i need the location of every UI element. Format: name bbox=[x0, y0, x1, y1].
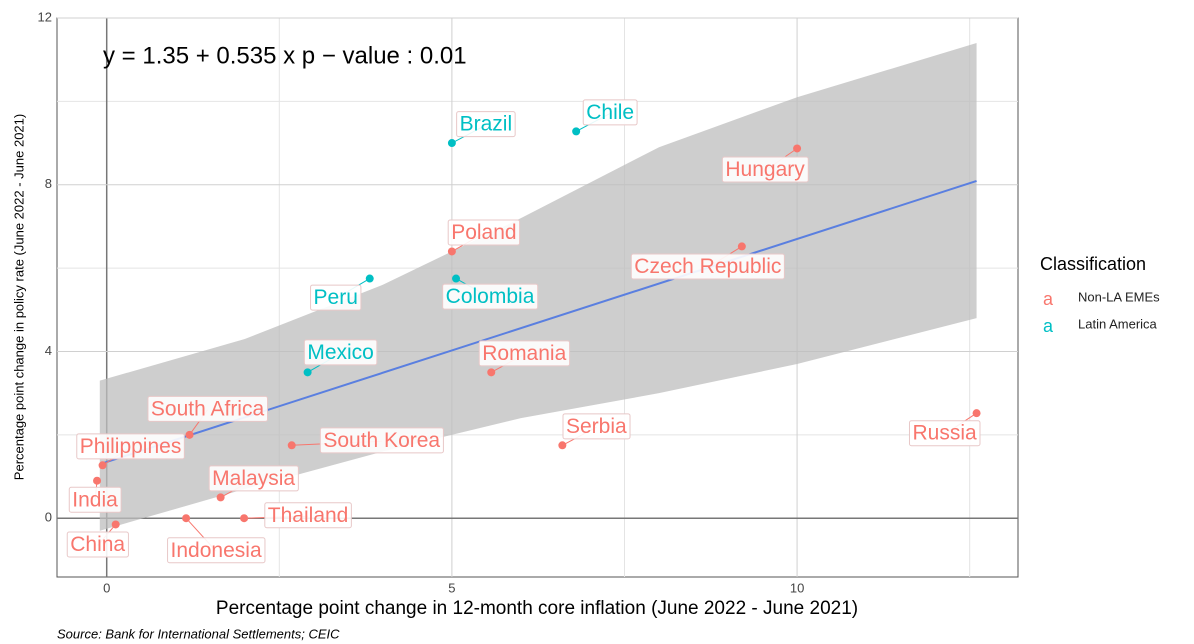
label-box bbox=[76, 433, 185, 460]
label-box bbox=[310, 284, 362, 311]
point bbox=[93, 476, 102, 485]
point-label: India bbox=[72, 488, 118, 511]
point-label: Brazil bbox=[460, 113, 513, 136]
annotation: y = 1.35 + 0.535 x p − value : 0.01 bbox=[103, 42, 467, 69]
legend-label: Non-LA EMEs bbox=[1078, 289, 1160, 304]
x-axis-title: Percentage point change in 12-month core… bbox=[216, 598, 858, 619]
x-tick-label: 5 bbox=[448, 580, 455, 595]
label-box bbox=[442, 283, 539, 310]
y-tick-label: 0 bbox=[45, 510, 52, 525]
label-box bbox=[264, 502, 352, 529]
label-box bbox=[303, 339, 378, 366]
point-label: South Africa bbox=[151, 397, 265, 420]
point bbox=[365, 274, 374, 283]
label-box bbox=[68, 486, 122, 513]
point bbox=[287, 441, 296, 450]
point-label: Malaysia bbox=[212, 467, 295, 490]
y-axis-title: Percentage point change in policy rate (… bbox=[11, 114, 26, 480]
point bbox=[216, 493, 225, 502]
point-label: Serbia bbox=[566, 415, 627, 438]
label-box bbox=[447, 219, 521, 246]
point bbox=[182, 514, 191, 523]
point bbox=[452, 274, 461, 283]
point-label: Russia bbox=[912, 422, 977, 445]
legend-key: a bbox=[1043, 316, 1054, 336]
point-label: Colombia bbox=[446, 285, 535, 308]
x-tick-label: 10 bbox=[790, 580, 804, 595]
point-label: Chile bbox=[586, 101, 634, 124]
point-label: Romania bbox=[482, 342, 566, 365]
points-layer: Russia Hungary Czech Republic Poland Romania… bbox=[66, 99, 981, 564]
label-box bbox=[478, 340, 571, 367]
point-label: Hungary bbox=[725, 158, 805, 181]
y-tick-label: 4 bbox=[45, 343, 52, 358]
label-box bbox=[208, 465, 299, 492]
point-label: China bbox=[70, 533, 125, 556]
y-tick-label: 12 bbox=[38, 9, 52, 24]
point-label: Peru bbox=[314, 286, 358, 309]
point bbox=[111, 520, 120, 529]
label-box bbox=[721, 156, 809, 183]
label-box bbox=[319, 427, 444, 454]
point bbox=[572, 127, 581, 136]
point-label: Indonesia bbox=[171, 539, 262, 562]
point-label: South Korea bbox=[323, 429, 440, 452]
legend-key: a bbox=[1043, 289, 1054, 309]
legend-title: Classification bbox=[1040, 254, 1146, 274]
label-box bbox=[66, 531, 129, 558]
point-label: Mexico bbox=[307, 341, 374, 364]
point-label: Czech Republic bbox=[634, 255, 781, 278]
point bbox=[972, 409, 981, 418]
point bbox=[185, 430, 194, 439]
point bbox=[558, 441, 567, 450]
label-box bbox=[147, 395, 268, 422]
label-box bbox=[562, 413, 631, 440]
label-box bbox=[582, 99, 638, 126]
label-box bbox=[630, 253, 785, 280]
point-label: Poland bbox=[451, 221, 516, 244]
point bbox=[737, 242, 746, 251]
point bbox=[447, 247, 456, 256]
point-label: Philippines bbox=[80, 435, 182, 458]
label-box bbox=[167, 537, 266, 564]
point bbox=[240, 514, 249, 523]
source: Source: Bank for International Settlemen… bbox=[57, 626, 340, 641]
x-tick-label: 0 bbox=[103, 580, 110, 595]
point bbox=[447, 139, 456, 148]
point bbox=[98, 461, 107, 470]
point bbox=[487, 368, 496, 377]
label-box bbox=[908, 420, 981, 447]
point bbox=[303, 368, 312, 377]
legend-label: Latin America bbox=[1078, 316, 1158, 331]
point bbox=[793, 144, 802, 153]
y-tick-label: 8 bbox=[45, 176, 52, 191]
label-box bbox=[456, 111, 516, 138]
point-label: Thailand bbox=[268, 504, 349, 527]
